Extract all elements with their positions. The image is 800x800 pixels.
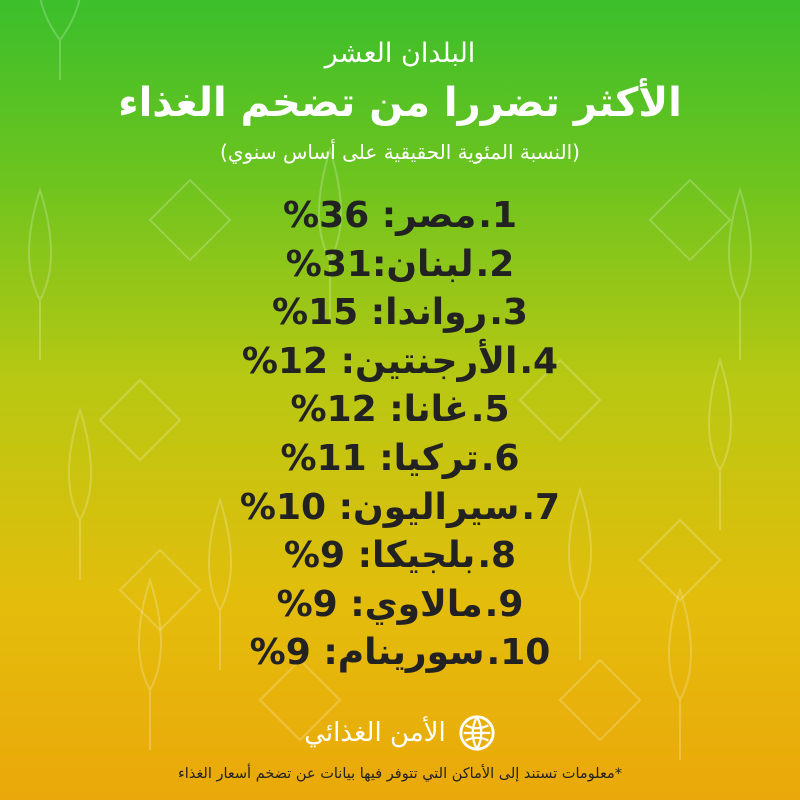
rank-text: مالاوي: 9% [276, 583, 483, 625]
ranking-item: 9.مالاوي: 9% [277, 581, 524, 630]
ranking-item: 7.سيراليون: 10% [240, 484, 560, 533]
rank-text: رواندا: 15% [272, 292, 488, 334]
rank-text: مصر: 36% [282, 195, 477, 236]
rank-text: الأرجنتين: 12% [241, 340, 518, 382]
ranking-item: 1.مصر: 36% [283, 192, 517, 241]
title-line-1: البلدان العشر [324, 38, 476, 69]
rank-number: 7. [521, 486, 561, 528]
rank-number: 3. [489, 292, 528, 334]
ranking-item: 4.الأرجنتين: 12% [242, 338, 558, 387]
ranking-item: 6.تركيا: 11% [281, 435, 520, 484]
footer-brand: الأمن الغذائي [0, 714, 800, 752]
ranking-item: 5.غانا: 12% [290, 386, 509, 435]
rank-number: 6. [480, 437, 520, 479]
ranking-item: 2.لبنان:31% [286, 241, 515, 290]
rank-text: بلجيكا: 9% [283, 535, 476, 577]
globe-logo-icon [459, 715, 495, 751]
title-line-2: الأكثر تضررا من تضخم الغذاء [118, 80, 682, 126]
footer-label: الأمن الغذائي [304, 718, 446, 748]
rank-number: 5. [470, 389, 510, 431]
ranking-item: 3.رواندا: 15% [272, 289, 528, 338]
rank-number: 1. [478, 195, 518, 236]
rank-number: 2. [475, 243, 515, 285]
rank-text: لبنان:31% [285, 243, 474, 285]
rank-text: تركيا: 11% [280, 437, 479, 479]
rank-text: غانا: 12% [290, 389, 469, 431]
rank-text: سورينام: 9% [249, 632, 485, 674]
subtitle: (النسبة المئوية الحقيقية على أساس سنوي) [220, 140, 580, 164]
rank-number: 4. [519, 340, 559, 382]
rank-number: 10. [486, 632, 551, 674]
footnote: *معلومات تستند إلى الأماكن التي تتوفر في… [177, 766, 622, 782]
rank-text: سيراليون: 10% [239, 486, 520, 528]
rank-number: 9. [484, 583, 524, 625]
ranking-list: 1.مصر: 36% 2.لبنان:31% 3.رواندا: 15% 4.ا… [0, 192, 800, 678]
rank-number: 8. [477, 535, 517, 577]
ranking-item: 8.بلجيكا: 9% [284, 532, 516, 581]
ranking-item: 10.سورينام: 9% [250, 629, 551, 678]
